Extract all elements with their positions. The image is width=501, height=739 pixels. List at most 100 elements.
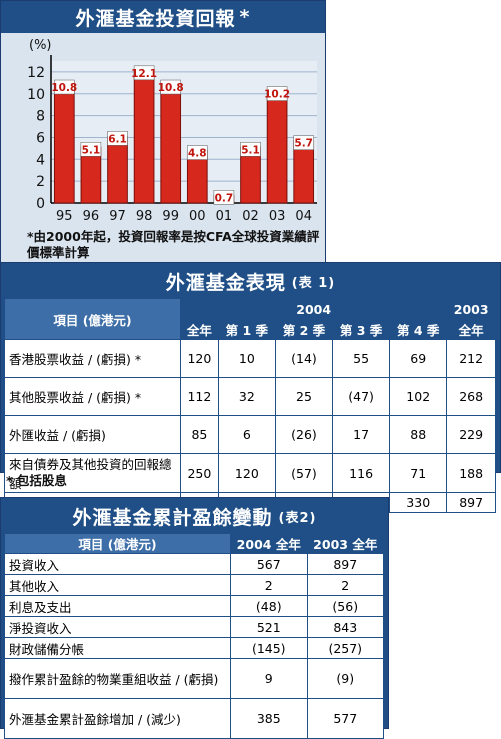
table-row: 其他收入 2 2 bbox=[4, 574, 384, 596]
table2-header-2003: 2003 全年 bbox=[306, 533, 384, 554]
table-cell: 55 bbox=[332, 339, 391, 378]
table1-subheader: 第 3 季 bbox=[332, 319, 391, 340]
table-row: 淨投資收入 521 843 bbox=[4, 616, 384, 638]
x-tick-label: 02 bbox=[242, 209, 259, 224]
table1-header-2004: 2004 bbox=[179, 298, 448, 320]
table-cell: 843 bbox=[306, 616, 384, 638]
table-cell: 69 bbox=[389, 339, 448, 378]
table-cell: 32 bbox=[217, 377, 276, 416]
y-axis-unit: (%) bbox=[29, 38, 52, 53]
table-row: 外匯收益 / (虧損) 85 6 (26) 17 88 229 bbox=[4, 415, 496, 454]
table-row: 其他股票收益 / (虧損) * 112 32 25 (47) 102 268 bbox=[4, 377, 496, 416]
data-label-box bbox=[160, 79, 181, 95]
chart-panel: 外滙基金投資回報 * 0 2 4 6 8 10 12 (%) 10.8 95 5.1 96 6.1 97 12… bbox=[0, 0, 326, 264]
table1-header-item: 項目 (億港元) bbox=[4, 298, 181, 340]
y-tick-label: 8 bbox=[36, 109, 45, 125]
table1-footnote: * 包括股息 bbox=[6, 473, 67, 488]
row-label: 財政儲備分帳 bbox=[4, 637, 231, 659]
x-tick-label: 97 bbox=[109, 209, 126, 224]
table-row: 財政儲備分帳 (145) (257) bbox=[4, 637, 384, 659]
row-label: 投資收入 bbox=[4, 553, 231, 575]
table-cell: 188 bbox=[446, 453, 496, 493]
table-cell: 88 bbox=[389, 415, 448, 454]
table-cell: (56) bbox=[306, 595, 384, 617]
table-cell: 229 bbox=[446, 415, 496, 454]
row-label: 其他股票收益 / (虧損) * bbox=[4, 377, 181, 416]
table-row: 撥作累計盈餘的物業重組收益 / (虧損) 9 (9) bbox=[4, 658, 384, 699]
data-label: 5.1 bbox=[82, 144, 101, 156]
chart-footnote: *由2000年起，投資回報率是按CFA全球投資業績評價標準計算 bbox=[27, 229, 320, 260]
table-cell: 25 bbox=[274, 377, 334, 416]
row-label: 撥作累計盈餘的物業重組收益 / (虧損) bbox=[4, 658, 231, 699]
table-cell: 17 bbox=[332, 415, 391, 454]
table-cell: 250 bbox=[180, 453, 219, 493]
x-tick-label: 04 bbox=[295, 209, 312, 224]
table2-header-2004: 2004 全年 bbox=[230, 533, 308, 554]
table-row: 外滙基金累計盈餘增加 / (減少) 385 577 bbox=[4, 698, 384, 739]
row-label: 淨投資收入 bbox=[4, 616, 231, 638]
table1: 項目 (億港元) 2004 2003 全年第 1 季第 2 季第 3 季第 4 … bbox=[4, 298, 496, 513]
bar-chart: 024681012(%)10.8955.1966.19712.19810.899… bbox=[27, 38, 317, 224]
table-row: 投資收入 567 897 bbox=[4, 553, 384, 575]
table2-title: 外滙基金累計盈餘變動 (表2) bbox=[72, 506, 317, 529]
y-tick-label: 0 bbox=[36, 196, 45, 212]
data-label-box bbox=[80, 142, 102, 157]
data-label: 4.8 bbox=[188, 148, 207, 160]
table-row: 來自債券及其他投資的回報總額 250 120 (57) 116 71 188 bbox=[4, 453, 496, 493]
bar bbox=[107, 135, 128, 204]
bar bbox=[53, 84, 75, 204]
x-tick-label: 00 bbox=[189, 209, 206, 224]
table-cell: 268 bbox=[446, 377, 496, 416]
y-tick-label: 2 bbox=[36, 174, 45, 190]
table1-subheader: 第 1 季 bbox=[217, 319, 276, 340]
y-tick-label: 10 bbox=[27, 87, 45, 103]
data-label-box bbox=[213, 190, 235, 205]
y-tick-label: 4 bbox=[36, 152, 45, 168]
data-label: 6.1 bbox=[108, 133, 127, 145]
table-cell: (26) bbox=[274, 415, 334, 454]
table2-header-item: 項目 (億港元) bbox=[4, 533, 231, 554]
table1-subheader: 第 2 季 bbox=[274, 319, 334, 340]
data-label-box bbox=[187, 145, 208, 160]
table1-header-2003: 2003 bbox=[446, 298, 496, 320]
data-label: 5.7 bbox=[294, 138, 313, 150]
data-label-box bbox=[133, 65, 155, 81]
table-cell: 521 bbox=[230, 616, 308, 638]
y-tick-label: 12 bbox=[27, 65, 45, 81]
table-cell: 2 bbox=[230, 574, 308, 596]
table-cell: 71 bbox=[389, 453, 448, 493]
table-cell: 112 bbox=[180, 377, 219, 416]
data-label-box bbox=[107, 131, 128, 146]
table-cell: 120 bbox=[180, 339, 219, 378]
table1-subheader: 全年 bbox=[446, 319, 496, 340]
table2: 項目 (億港元) 2004 全年 2003 全年 投資收入 567 897 其他收入 2… bbox=[4, 533, 384, 739]
table-cell: (57) bbox=[274, 453, 334, 493]
bar bbox=[133, 70, 155, 204]
table1-subheader: 第 4 季 bbox=[389, 319, 448, 340]
table1-subheader: 全年 bbox=[180, 319, 219, 340]
bar bbox=[293, 140, 315, 204]
table-cell: 212 bbox=[446, 339, 496, 378]
table-cell: 385 bbox=[230, 698, 308, 739]
table-cell: 577 bbox=[306, 698, 384, 739]
bar bbox=[160, 84, 182, 204]
table-cell: (9) bbox=[306, 658, 384, 699]
x-tick-label: 98 bbox=[136, 209, 153, 224]
table-cell: 116 bbox=[332, 453, 391, 493]
table-cell: 897 bbox=[306, 553, 384, 575]
bar bbox=[266, 91, 288, 204]
data-label-box bbox=[266, 86, 288, 101]
table-cell: 85 bbox=[180, 415, 219, 454]
data-label: 10.8 bbox=[158, 82, 184, 94]
table-cell: 10 bbox=[217, 339, 276, 378]
chart-title: 外滙基金投資回報 * bbox=[1, 1, 325, 33]
x-tick-label: 99 bbox=[162, 209, 179, 224]
y-tick-label: 6 bbox=[36, 130, 45, 146]
x-tick-label: 03 bbox=[269, 209, 286, 224]
data-label-box bbox=[293, 135, 314, 150]
table-cell: (48) bbox=[230, 595, 308, 617]
data-label: 12.1 bbox=[131, 68, 157, 80]
x-tick-label: 95 bbox=[56, 209, 73, 224]
table-cell: 330 bbox=[389, 492, 448, 513]
table-cell: (145) bbox=[230, 637, 308, 659]
